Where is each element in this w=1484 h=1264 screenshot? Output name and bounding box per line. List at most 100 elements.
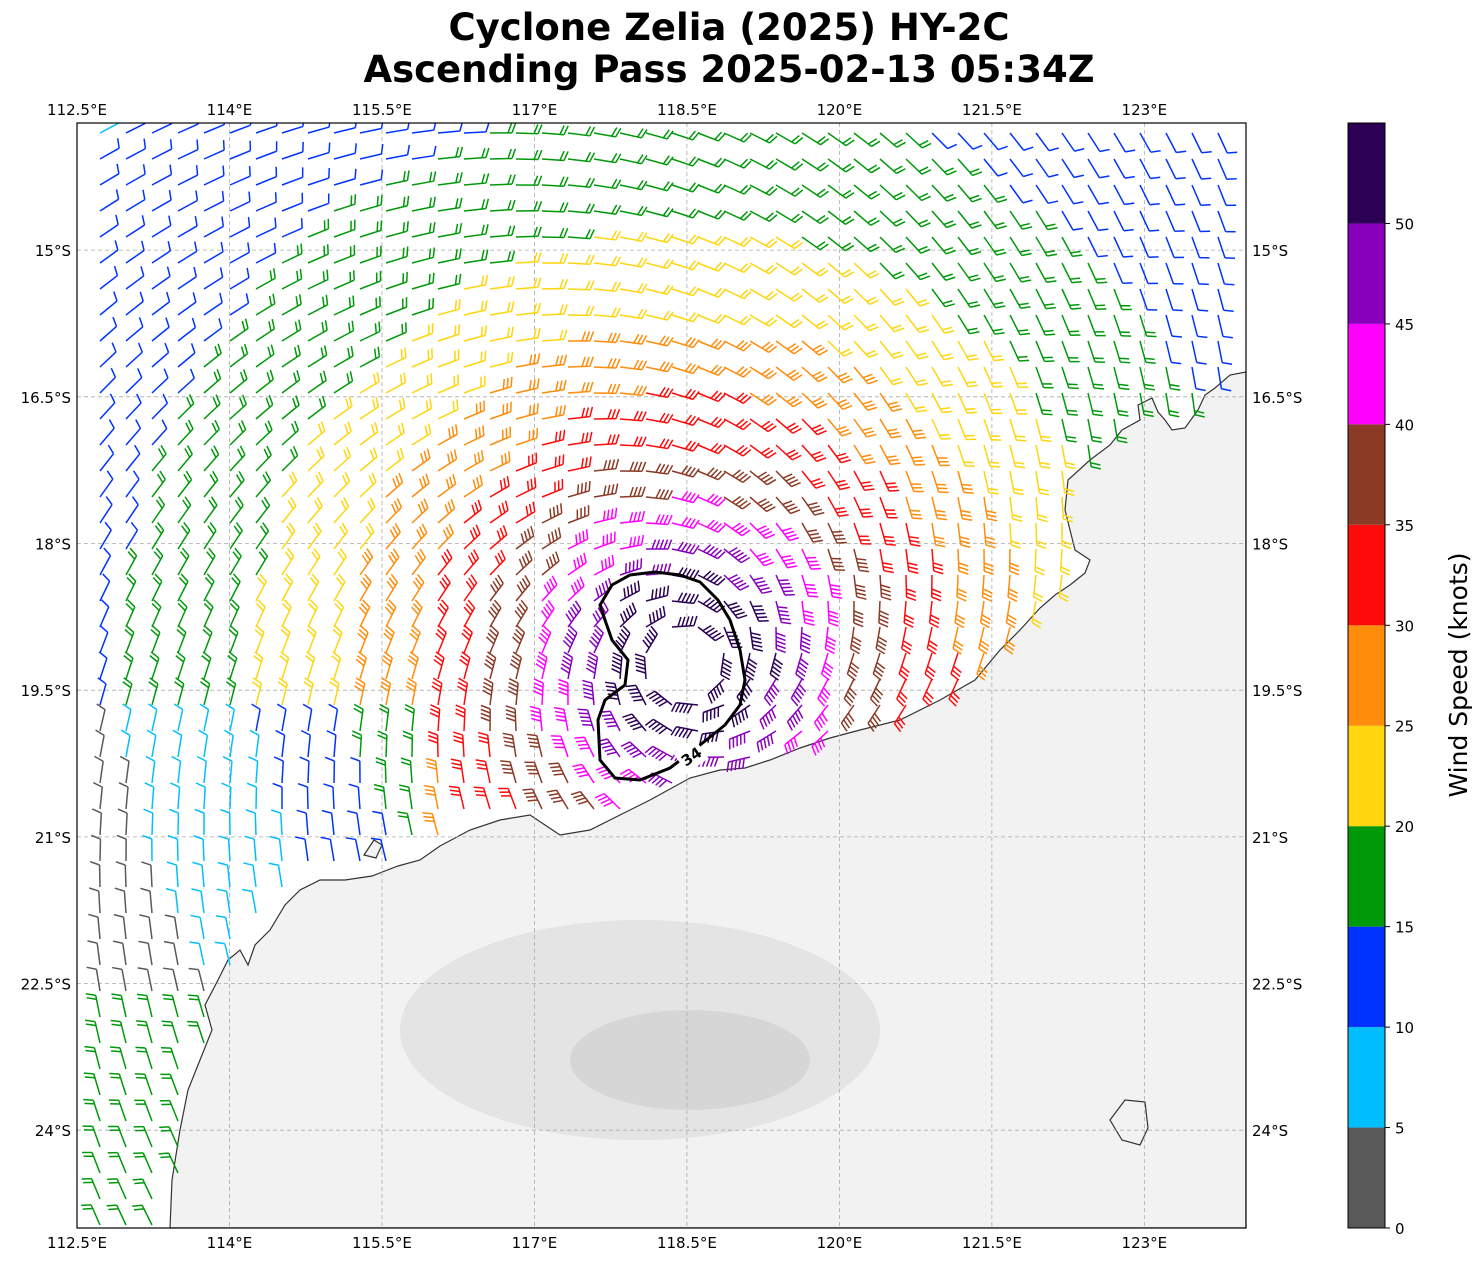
wind-barb — [1031, 600, 1042, 629]
wind-barb — [879, 366, 903, 386]
wind-barb — [437, 424, 458, 446]
wind-barb — [983, 184, 1008, 204]
wind-barb — [177, 123, 199, 134]
lat-tick-label-right: 16.5°S — [1252, 389, 1302, 407]
wind-barb — [329, 677, 340, 706]
wind-barb — [84, 1045, 101, 1070]
wind-barb — [125, 547, 138, 576]
wind-barb — [133, 1125, 153, 1148]
wind-barb — [645, 310, 674, 321]
wind-barb — [550, 735, 569, 758]
wind-barb — [827, 444, 851, 464]
wind-barb — [1034, 548, 1045, 576]
wind-barb — [307, 497, 323, 524]
wind-barb — [281, 141, 304, 160]
wind-barb — [502, 732, 517, 758]
wind-barb — [177, 573, 189, 602]
wind-barb — [1009, 132, 1034, 151]
wind-barb — [671, 440, 700, 452]
wind-barb — [567, 305, 595, 317]
wind-barb — [437, 599, 449, 628]
wind-barb — [983, 470, 999, 495]
wind-barb — [697, 416, 726, 429]
wind-barb — [671, 516, 700, 530]
wind-barb — [151, 496, 166, 524]
wind-barb — [515, 378, 540, 394]
wind-barb — [359, 522, 375, 550]
wind-barb — [567, 331, 595, 342]
wind-barb — [827, 288, 854, 305]
wind-barb — [983, 548, 994, 576]
wind-barb — [229, 140, 252, 160]
wind-barb — [574, 736, 595, 758]
wind-barb — [749, 626, 764, 652]
wind-barb — [489, 250, 516, 264]
wind-barb — [431, 677, 443, 706]
wind-barb — [489, 475, 510, 498]
wind-barb — [255, 344, 275, 368]
wind-barb — [853, 158, 881, 174]
wind-barb — [198, 729, 209, 758]
wind-barb — [166, 861, 179, 888]
wind-barb — [333, 599, 345, 628]
wind-barb — [905, 262, 931, 281]
wind-barb — [619, 580, 641, 602]
wind-barb — [846, 652, 860, 681]
wind-barb — [411, 123, 437, 134]
wind-barb — [931, 262, 956, 281]
wind-barb — [801, 340, 828, 356]
lat-tick-label-right: 24°S — [1252, 1122, 1288, 1140]
wind-barb — [697, 131, 726, 142]
wind-barb — [1009, 366, 1029, 389]
wind-barb — [1217, 366, 1232, 392]
wind-barb — [411, 498, 429, 524]
wind-barb — [931, 314, 955, 334]
wind-barb — [541, 125, 569, 136]
wind-barb — [622, 713, 647, 732]
wind-barb — [475, 759, 491, 784]
wind-barb — [619, 359, 648, 371]
lat-tick-label-left: 24°S — [35, 1122, 71, 1140]
wind-barb — [853, 184, 881, 200]
wind-barb — [385, 422, 405, 446]
wind-barb — [749, 366, 778, 380]
wind-barb — [957, 366, 979, 388]
wind-barb — [163, 940, 179, 966]
wind-barb — [1165, 366, 1181, 391]
wind-barb — [1087, 262, 1108, 284]
wind-barb — [593, 383, 621, 395]
wind-barb — [144, 782, 155, 810]
wind-barb — [281, 123, 304, 134]
wind-barb — [333, 446, 352, 472]
wind-barb — [463, 574, 478, 602]
wind-barb — [1087, 158, 1110, 179]
lon-tick-label-bottom: 114°E — [207, 1234, 253, 1252]
wind-barb — [151, 470, 166, 498]
wind-barb — [546, 789, 569, 810]
wind-barb — [697, 442, 726, 455]
wind-barb — [697, 235, 726, 246]
wind-barb — [749, 574, 773, 595]
wind-barb — [644, 745, 673, 762]
wind-barb — [411, 323, 434, 342]
wind-barb — [931, 522, 946, 548]
wind-barb — [117, 808, 128, 836]
wind-barb — [1061, 288, 1082, 310]
wind-barb — [151, 342, 170, 368]
wind-barb — [619, 308, 648, 320]
wind-barb — [203, 123, 226, 134]
wind-barb — [928, 600, 940, 629]
wind-barb — [323, 783, 335, 810]
wind-barb — [330, 651, 342, 680]
wind-barb — [642, 625, 658, 654]
wind-barb — [307, 244, 329, 264]
wind-barb — [515, 302, 542, 316]
wind-barb — [398, 784, 413, 810]
wind-barb — [697, 390, 726, 403]
wind-barb — [1009, 418, 1027, 442]
wind-barb — [567, 254, 595, 266]
wind-barb — [357, 625, 369, 654]
wind-barb — [333, 123, 357, 134]
wind-barb — [489, 199, 516, 212]
wind-barb — [229, 420, 247, 446]
